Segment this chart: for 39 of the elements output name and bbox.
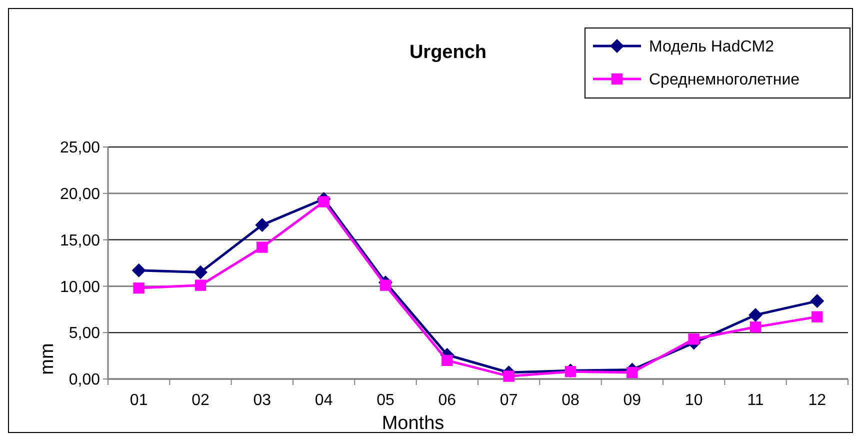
y-tick-label: 0,00 xyxy=(68,372,100,389)
y-axis-title: mm xyxy=(37,343,58,375)
point xyxy=(748,308,762,322)
x-tick-label: 06 xyxy=(438,392,456,409)
point xyxy=(812,311,823,322)
point xyxy=(256,242,268,253)
point xyxy=(132,263,146,278)
x-tick-label: 02 xyxy=(192,392,210,409)
point xyxy=(503,370,514,382)
point xyxy=(750,321,762,333)
point xyxy=(194,280,206,291)
point xyxy=(626,366,638,378)
y-tick-label: 25,00 xyxy=(60,140,100,157)
chart-title: Urgench xyxy=(409,42,487,63)
point xyxy=(318,196,330,208)
x-tick-label: 11 xyxy=(747,392,764,409)
y-tick-label: 15,00 xyxy=(60,232,100,250)
x-tick-label: 01 xyxy=(130,392,148,409)
x-tick-label: 04 xyxy=(314,392,333,409)
x-tick-label: 07 xyxy=(500,392,518,409)
x-tick-label: 10 xyxy=(684,392,703,409)
point xyxy=(133,282,144,294)
y-tick-label: 20,00 xyxy=(60,186,100,203)
x-tick-label: 08 xyxy=(562,392,580,409)
point xyxy=(255,218,270,232)
point xyxy=(810,294,824,308)
y-tick-label: 5,00 xyxy=(68,325,100,342)
legend-label: Модель HadCM2 xyxy=(649,38,774,56)
x-axis-title: Months xyxy=(382,413,444,434)
legend-label: Среднемноголетние xyxy=(649,72,800,89)
point xyxy=(688,333,700,345)
point xyxy=(194,265,208,280)
x-tick-label: 05 xyxy=(376,392,394,409)
x-tick-label: 03 xyxy=(253,392,272,409)
point xyxy=(442,354,453,366)
x-tick-label: 09 xyxy=(623,392,642,409)
point xyxy=(380,280,392,291)
y-tick-label: 10,00 xyxy=(60,278,100,296)
x-tick-label: 12 xyxy=(808,392,826,409)
